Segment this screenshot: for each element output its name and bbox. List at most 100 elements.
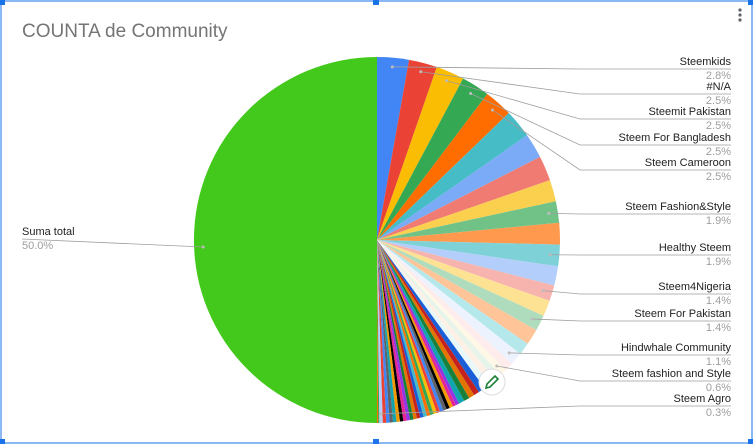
leader-dot	[490, 108, 494, 112]
leader-line	[380, 405, 731, 415]
pie-slice	[377, 240, 400, 422]
leader-line	[420, 71, 731, 95]
pie-slice	[377, 240, 456, 407]
leader-line	[548, 212, 731, 215]
pie-slice	[377, 240, 560, 267]
pie-slice	[377, 240, 450, 410]
pie-slice	[377, 57, 410, 240]
pie-slice	[377, 240, 383, 423]
pie-slice	[377, 78, 488, 240]
pie-slice	[377, 67, 464, 240]
slice-percent: 1.1%	[706, 356, 731, 368]
pie-slice	[377, 240, 528, 354]
slice-percent: 1.4%	[706, 322, 731, 334]
pie-slice	[377, 240, 447, 411]
leader-line	[470, 93, 731, 146]
slice-percent: 1.4%	[706, 295, 731, 307]
leader-dot	[390, 65, 394, 69]
slice-label: Healthy Steem	[659, 242, 731, 254]
pie-slice	[377, 240, 544, 331]
leader-dot	[469, 92, 473, 96]
leader-dot	[379, 412, 383, 416]
leader-line	[509, 352, 731, 356]
slice-percent: 0.6%	[706, 382, 731, 394]
edit-button[interactable]	[478, 368, 506, 396]
leader-dot	[419, 70, 423, 74]
slice-percent: 2.5%	[706, 171, 731, 183]
slice-percent: 1.9%	[706, 215, 731, 227]
slice-percent: 1.9%	[706, 256, 731, 268]
pie-slice	[377, 240, 379, 423]
pie-slice	[377, 240, 441, 413]
slice-label: Steem For Pakistan	[634, 308, 731, 320]
slice-label: Steemit Pakistan	[648, 106, 731, 118]
pie-slice	[377, 240, 506, 375]
pie-slice	[377, 201, 560, 240]
pie-slice	[193, 56, 377, 423]
pie-slice	[377, 240, 521, 364]
pie-slice	[377, 222, 560, 245]
pie-slice	[377, 240, 460, 406]
pie-slice	[377, 240, 512, 371]
slice-label: Hindwhale Community	[621, 342, 732, 354]
leader-line	[496, 365, 731, 382]
pie-slice	[377, 180, 556, 240]
pie-slice	[377, 240, 407, 422]
slice-label: #N/A	[707, 81, 732, 93]
slice-percent: 50.0%	[22, 240, 53, 252]
slice-percent: 2.8%	[706, 70, 731, 82]
leader-dot	[507, 351, 511, 355]
pie-slice	[377, 240, 501, 380]
chart-title: COUNTA de Community	[22, 21, 228, 42]
slice-label: Steem Fashion&Style	[625, 201, 731, 213]
pie-slice	[377, 240, 444, 412]
pie-slice	[377, 240, 496, 384]
leader-line	[543, 290, 731, 295]
pie-slice	[377, 240, 453, 408]
pie-slice	[377, 240, 431, 417]
pie-slice	[377, 240, 465, 404]
pie-slice	[377, 240, 380, 423]
pie	[193, 56, 560, 423]
leader-dot	[530, 317, 534, 321]
leader-dot	[201, 245, 205, 249]
leader-line	[21, 238, 204, 248]
slice-label: Steem fashion and Style	[612, 368, 731, 380]
leader-dot	[445, 79, 449, 83]
slice-percent: 2.5%	[706, 120, 731, 132]
pie-slice	[377, 113, 528, 240]
pie-slice	[377, 240, 485, 392]
leader-dot	[548, 253, 552, 257]
slice-label: Suma total	[22, 226, 75, 238]
slice-percent: 0.3%	[706, 407, 731, 419]
menu-button[interactable]	[738, 8, 742, 22]
slice-label: Steem For Bangladesh	[618, 132, 731, 144]
leader-dot	[495, 364, 499, 368]
pie-slice	[377, 240, 390, 423]
slice-label: Steem Agro	[674, 393, 731, 405]
pie-slice	[377, 240, 470, 401]
pie-slice	[377, 240, 437, 415]
leader-line	[392, 66, 731, 70]
leader-line	[492, 109, 731, 171]
slice-label: Steemkids	[680, 56, 732, 68]
pie-slice	[377, 240, 411, 421]
pie-slice	[377, 156, 550, 240]
pie-slice	[377, 240, 559, 286]
slice-label: Steem Cameroon	[645, 157, 731, 169]
pie-slice	[377, 240, 434, 416]
slice-percent: 2.5%	[706, 95, 731, 107]
pie-slice	[377, 240, 550, 316]
pie-slice	[377, 240, 491, 389]
slice-percent: 2.5%	[706, 146, 731, 158]
pie-slice	[377, 240, 387, 423]
pie-slice	[377, 240, 424, 418]
leader-dot	[541, 289, 545, 293]
pie-slice	[377, 240, 397, 423]
pie-slice	[377, 240, 421, 419]
leader-dot	[547, 211, 551, 215]
